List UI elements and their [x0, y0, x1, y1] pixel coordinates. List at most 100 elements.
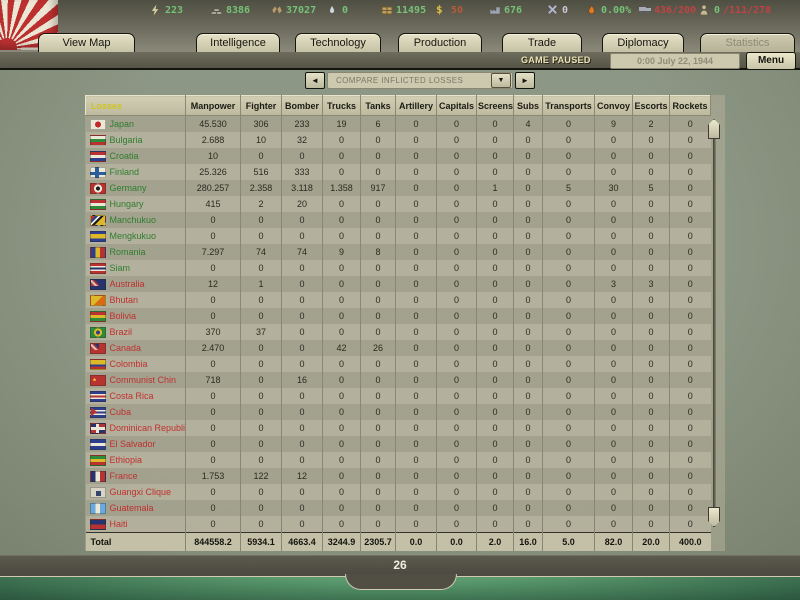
loss-value-cell: 0	[395, 292, 437, 308]
loss-value-cell: 2.688	[185, 132, 241, 148]
loss-value-cell: 2	[632, 115, 670, 132]
ledger-page-selector: ◄ COMPARE INFLICTED LOSSES ▼ ►	[305, 72, 535, 89]
scrollbar-thumb-top[interactable]	[708, 119, 720, 139]
tab-trade[interactable]: Trade	[502, 33, 582, 52]
romania-flag-icon	[89, 246, 106, 258]
loss-value-cell: 233	[281, 115, 323, 132]
loss-value-cell: 0	[542, 372, 595, 388]
loss-value-cell: 0	[240, 500, 282, 516]
loss-value-cell: 12	[185, 276, 241, 292]
scrollbar-rail[interactable]	[713, 121, 716, 527]
loss-value-cell: 0	[185, 388, 241, 404]
loss-value-cell: 0	[513, 180, 543, 196]
loss-value-cell: 0	[513, 228, 543, 244]
loss-value-cell: 0	[669, 196, 711, 212]
loss-value-cell: 0	[185, 516, 241, 533]
loss-value-cell: 0	[395, 148, 437, 164]
total-value-cell: 2.0	[476, 532, 514, 551]
loss-value-cell: 0	[436, 340, 477, 356]
loss-value-cell: 0	[542, 292, 595, 308]
chevron-down-icon[interactable]: ▼	[491, 73, 511, 88]
loss-value-cell: 0	[281, 212, 323, 228]
loss-value-cell: 0	[513, 196, 543, 212]
loss-value-cell: 0	[360, 212, 396, 228]
country-name: Cuba	[109, 407, 132, 417]
column-header-capitals: Capitals	[436, 95, 477, 116]
loss-value-cell: 0	[185, 500, 241, 516]
loss-value-cell: 0	[542, 260, 595, 276]
tab-view-map[interactable]: View Map	[38, 33, 135, 52]
loss-value-cell: 0	[395, 132, 437, 148]
country-name: Haiti	[109, 519, 128, 529]
country-name: Finland	[109, 167, 140, 177]
country-cell: Romania	[85, 244, 186, 260]
hungary-flag-icon	[89, 198, 106, 210]
guatemala-flag-icon	[89, 502, 106, 514]
loss-value-cell: 0	[322, 212, 361, 228]
previous-page-arrow-button[interactable]: ◄	[305, 72, 325, 89]
loss-value-cell: 0	[513, 148, 543, 164]
country-name: Bolivia	[109, 311, 137, 321]
total-value-cell: 400.0	[669, 532, 711, 551]
tab-diplomacy[interactable]: Diplomacy	[602, 33, 684, 52]
loss-value-cell: 0	[322, 436, 361, 452]
tab-production[interactable]: Production	[398, 33, 482, 52]
table-row: France 1.753 122 12 0 0 0 0 0 0 0 0 0 0	[85, 468, 711, 484]
loss-value-cell: 0	[669, 260, 711, 276]
loss-value-cell: 0	[632, 420, 670, 436]
loss-value-cell: 0	[360, 228, 396, 244]
loss-value-cell: 0	[476, 115, 514, 132]
manpower-value: /111/278	[723, 4, 772, 16]
loss-value-cell: 0	[240, 420, 282, 436]
country-cell: Ethiopia	[85, 452, 186, 468]
loss-value-cell: 0	[476, 340, 514, 356]
loss-value-cell: 0	[632, 340, 670, 356]
loss-value-cell: 0	[436, 244, 477, 260]
loss-value-cell: 0	[476, 484, 514, 500]
loss-value-cell: 0	[542, 500, 595, 516]
loss-value-cell: 306	[240, 115, 282, 132]
dominican-republic-flag-icon	[89, 422, 106, 434]
japan-flag-icon	[89, 118, 106, 130]
loss-value-cell: 25.326	[185, 164, 241, 180]
loss-value-cell: 0	[542, 132, 595, 148]
country-name: France	[109, 471, 138, 481]
ledger-page-dropdown[interactable]: COMPARE INFLICTED LOSSES ▼	[327, 72, 513, 89]
loss-value-cell: 0	[322, 228, 361, 244]
colombia-flag-icon	[89, 358, 106, 370]
rare-materials-value: 37027	[286, 4, 317, 16]
loss-value-cell: 0	[240, 212, 282, 228]
table-row: Ethiopia 0 0 0 0 0 0 0 0 0 0 0 0 0	[85, 452, 711, 468]
total-value-cell: 20.0	[632, 532, 670, 551]
tab-intelligence[interactable]: Intelligence	[196, 33, 280, 52]
scrollbar-thumb-bottom[interactable]	[708, 507, 720, 527]
loss-value-cell: 0	[436, 372, 477, 388]
manpower-indicator: 0/111/278	[699, 4, 771, 16]
column-header-convoy: Convoy	[594, 95, 633, 116]
loss-value-cell: 0	[360, 420, 396, 436]
loss-value-cell: 0	[322, 500, 361, 516]
loss-value-cell: 0	[632, 260, 670, 276]
country-name: Bulgaria	[109, 135, 143, 145]
loss-value-cell: 0	[322, 420, 361, 436]
loss-value-cell: 0	[185, 436, 241, 452]
loss-value-cell: 0	[594, 292, 633, 308]
loss-value-cell: 0	[476, 388, 514, 404]
table-row: Romania 7.297 74 74 9 8 0 0 0 0 0 0 0 0	[85, 244, 711, 260]
loss-value-cell: 0	[669, 324, 711, 340]
loss-value-cell: 74	[281, 244, 323, 260]
next-page-arrow-button[interactable]: ►	[515, 72, 535, 89]
loss-value-cell: 0	[669, 372, 711, 388]
loss-value-cell: 19	[322, 115, 361, 132]
country-name: Germany	[109, 183, 147, 193]
loss-value-cell: 0	[281, 420, 323, 436]
country-name: Siam	[109, 263, 131, 273]
menu-button[interactable]: Menu	[746, 52, 796, 70]
total-value-cell: 4663.4	[281, 532, 323, 551]
loss-value-cell: 0	[360, 356, 396, 372]
loss-value-cell: 0	[513, 452, 543, 468]
nukes-indicator: 0	[547, 4, 568, 16]
loss-value-cell: 2.358	[240, 180, 282, 196]
loss-value-cell: 0	[594, 484, 633, 500]
tab-technology[interactable]: Technology	[295, 33, 381, 52]
